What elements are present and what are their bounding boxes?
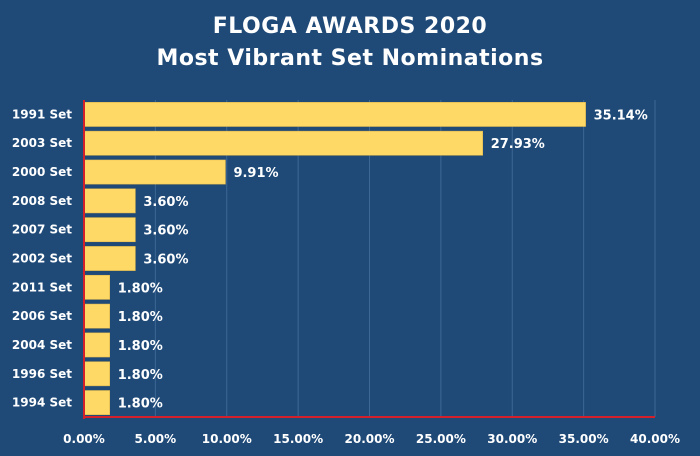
category-label: 2004 Set — [12, 338, 72, 352]
x-tick-label: 20.00% — [345, 432, 395, 446]
category-label: 2000 Set — [12, 165, 72, 179]
bar — [83, 188, 136, 214]
x-tick-label: 5.00% — [135, 432, 177, 446]
x-tick-label: 35.00% — [559, 432, 609, 446]
data-label: 1.80% — [118, 397, 163, 412]
data-label: 1.80% — [118, 368, 163, 383]
data-label: 9.91% — [233, 166, 278, 181]
chart-subtitle: Most Vibrant Set Nominations — [156, 46, 544, 71]
bar — [83, 303, 110, 329]
category-label: 2006 Set — [12, 309, 72, 323]
x-tick-label: 10.00% — [202, 432, 252, 446]
category-label: 2011 Set — [12, 280, 72, 294]
category-label: 2002 Set — [12, 252, 72, 266]
category-label: 1991 Set — [12, 107, 72, 121]
bar — [83, 246, 136, 271]
chart-title: FLOGA AWARDS 2020 — [212, 14, 488, 39]
bar — [83, 130, 483, 156]
data-label: 35.14% — [594, 108, 648, 123]
data-label: 3.60% — [143, 195, 188, 210]
bar — [83, 361, 110, 387]
x-tick-label: 30.00% — [487, 432, 537, 446]
bar — [83, 159, 226, 185]
bar — [83, 217, 136, 243]
data-label: 27.93% — [491, 137, 545, 152]
category-label: 2007 Set — [12, 223, 72, 237]
x-tick-label: 25.00% — [416, 432, 466, 446]
bar — [83, 332, 110, 358]
x-tick-label: 0.00% — [63, 432, 105, 446]
x-tick-label: 40.00% — [630, 432, 680, 446]
category-label: 2008 Set — [12, 194, 72, 208]
bar — [83, 274, 110, 300]
bar — [83, 102, 586, 127]
category-label: 1994 Set — [12, 396, 72, 410]
data-label: 1.80% — [118, 281, 163, 296]
x-tick-label: 15.00% — [273, 432, 323, 446]
category-label: 2003 Set — [12, 136, 72, 150]
data-label: 3.60% — [143, 253, 188, 268]
data-label: 3.60% — [143, 224, 188, 239]
data-label: 1.80% — [118, 310, 163, 325]
bar — [83, 390, 110, 415]
category-label: 1996 Set — [12, 367, 72, 381]
data-label: 1.80% — [118, 339, 163, 354]
